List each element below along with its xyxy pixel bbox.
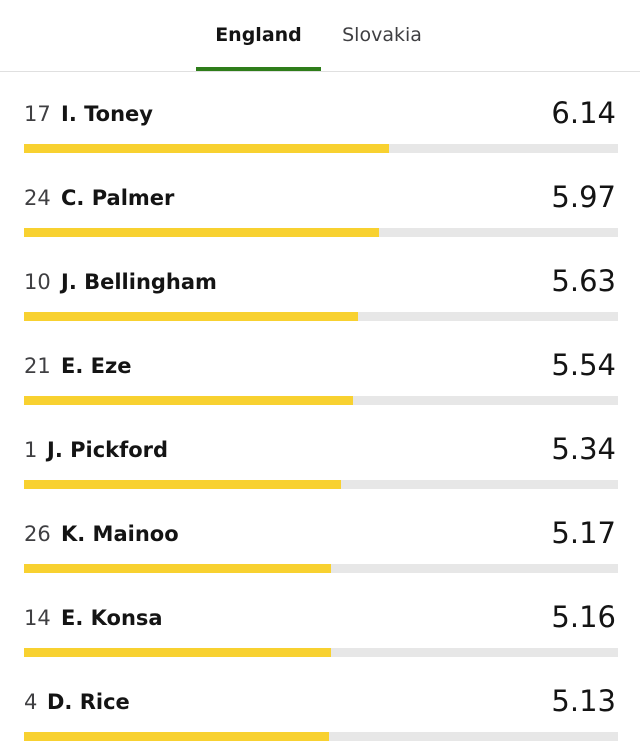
player-row: 17 I. Toney 6.14 [0, 72, 640, 156]
rating-bar-fill [24, 228, 379, 237]
tab-slovakia-label: Slovakia [342, 24, 422, 46]
player-rating: 5.54 [551, 348, 616, 382]
player-number: 26 [24, 522, 51, 546]
player-number: 4 [24, 690, 38, 714]
player-row: 26 K. Mainoo 5.17 [0, 492, 640, 576]
rating-bar-track [24, 312, 618, 321]
player-number: 10 [24, 270, 51, 294]
player-name: E. Eze [61, 354, 132, 378]
player-number: 24 [24, 186, 51, 210]
tab-england-label: England [215, 24, 302, 46]
rating-bar-fill [24, 480, 342, 489]
player-row: 10 J. Bellingham 5.63 [0, 240, 640, 324]
rating-bar-track [24, 396, 618, 405]
player-row: 4 D. Rice 5.13 [0, 660, 640, 744]
rating-bar-track [24, 480, 618, 489]
player-rating: 5.13 [551, 684, 616, 718]
player-rating: 5.16 [551, 600, 616, 634]
rating-bar-track [24, 564, 618, 573]
rating-bar-fill [24, 312, 359, 321]
player-name: K. Mainoo [61, 522, 179, 546]
player-row: 14 E. Konsa 5.16 [0, 576, 640, 660]
player-row: 21 E. Eze 5.54 [0, 324, 640, 408]
player-row: 1 J. Pickford 5.34 [0, 408, 640, 492]
rating-bar-fill [24, 648, 331, 657]
rating-bar-track [24, 732, 618, 741]
player-name: D. Rice [47, 690, 130, 714]
player-name: E. Konsa [61, 606, 163, 630]
rating-bar-track [24, 144, 618, 153]
player-rating: 5.97 [551, 180, 616, 214]
active-tab-indicator [196, 67, 321, 71]
player-name: J. Pickford [47, 438, 169, 462]
player-rating: 5.63 [551, 264, 616, 298]
player-name: I. Toney [61, 102, 153, 126]
team-tabs: England Slovakia [0, 0, 640, 72]
player-number: 17 [24, 102, 51, 126]
player-number: 21 [24, 354, 51, 378]
rating-bar-fill [24, 732, 329, 741]
rating-bar-fill [24, 144, 389, 153]
tab-slovakia[interactable]: Slovakia [326, 0, 438, 71]
rating-bar-fill [24, 396, 354, 405]
tab-england[interactable]: England [196, 0, 321, 71]
rating-bar-fill [24, 564, 332, 573]
player-name: C. Palmer [61, 186, 175, 210]
player-row: 24 C. Palmer 5.97 [0, 156, 640, 240]
player-number: 1 [24, 438, 38, 462]
rating-bar-track [24, 228, 618, 237]
player-rating: 6.14 [551, 96, 616, 130]
rating-bar-track [24, 648, 618, 657]
player-name: J. Bellingham [61, 270, 217, 294]
player-rating: 5.34 [551, 432, 616, 466]
player-rating: 5.17 [551, 516, 616, 550]
player-number: 14 [24, 606, 51, 630]
